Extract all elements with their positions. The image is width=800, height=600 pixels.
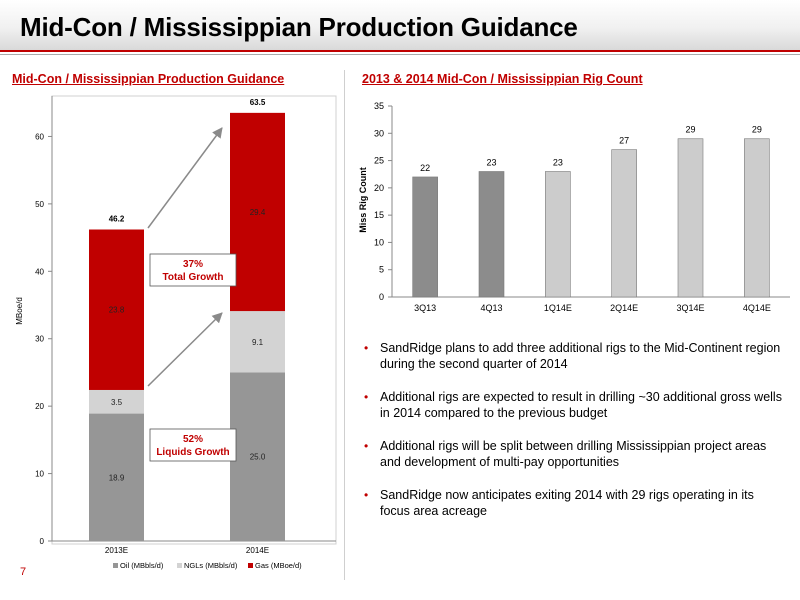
- production-y-ticks: 0 10 20 30 40 50 60: [35, 132, 52, 546]
- rig-y-tick-label: 5: [379, 265, 384, 275]
- rig-x-tick-label: 4Q13: [480, 303, 502, 313]
- rig-x-tick-label: 3Q13: [414, 303, 436, 313]
- rig-bar: [545, 171, 571, 298]
- bullet-text: Additional rigs are expected to result i…: [380, 390, 782, 420]
- rig-bar-value-label: 29: [752, 125, 762, 135]
- production-bars: 18.9 3.5 23.8 46.2 25.0 9.1 29.4 63.5: [89, 98, 285, 541]
- total-growth-box: [149, 253, 237, 287]
- legend-entry: Oil (MBbls/d): [120, 561, 164, 570]
- total-growth-line2: Total Growth: [163, 272, 224, 283]
- production-y-axis-label: MBoe/d: [15, 297, 24, 325]
- segment-value-label: 29.4: [250, 208, 266, 217]
- production-x-labels: 2013E 2014E: [105, 546, 269, 555]
- rig-x-tick-label: 4Q14E: [743, 303, 771, 313]
- production-y-tick-label: 30: [35, 335, 44, 344]
- bar-total-label: 46.2: [109, 215, 125, 224]
- rig-x-tick-label: 1Q14E: [544, 303, 572, 313]
- production-chart-title: Mid-Con / Mississippian Production Guida…: [12, 72, 285, 86]
- page-number: 7: [20, 566, 27, 578]
- rig-y-tick-label: 15: [374, 210, 384, 220]
- legend-swatch: [113, 563, 118, 568]
- segment-value-label: 23.8: [109, 306, 125, 315]
- legend-swatch: [177, 563, 182, 568]
- rig-bar: [677, 138, 704, 298]
- bullet-text: SandRidge now anticipates exiting 2014 w…: [380, 488, 754, 518]
- rig-y-tick-label: 30: [374, 128, 384, 138]
- bar-total-label: 63.5: [250, 98, 266, 107]
- total-growth-arrow: [147, 127, 223, 229]
- rig-y-tick-label: 0: [379, 292, 384, 302]
- segment-value-label: 18.9: [109, 473, 125, 482]
- rig-bar: [744, 138, 770, 298]
- production-y-tick-label: 10: [35, 470, 44, 479]
- rig-bar-value-label: 27: [619, 136, 629, 146]
- rig-y-tick-label: 25: [374, 156, 384, 166]
- production-y-tick-label: 0: [40, 537, 45, 546]
- rig-chart-title: 2013 & 2014 Mid-Con / Mississippian Rig …: [362, 72, 643, 86]
- legend-entry: NGLs (MBbls/d): [184, 561, 238, 570]
- legend-entry: Gas (MBoe/d): [255, 561, 302, 570]
- rig-bar-value-label: 23: [486, 157, 496, 167]
- production-x-tick-label: 2013E: [105, 546, 128, 555]
- ngl-segment: [230, 311, 285, 373]
- liquids-growth-arrow: [147, 312, 223, 387]
- slide-header: Mid-Con / Mississippian Production Guida…: [0, 0, 800, 62]
- panel-divider: [344, 70, 345, 580]
- rig-bar: [478, 171, 505, 298]
- rig-x-tick-label: 2Q14E: [610, 303, 638, 313]
- production-y-tick-label: 20: [35, 402, 44, 411]
- gas-segment: [89, 229, 144, 390]
- rig-y-tick-label: 10: [374, 237, 384, 247]
- rig-bar-value-label: 29: [685, 125, 695, 135]
- bullet-list: • SandRidge plans to add three additional…: [364, 340, 784, 536]
- rig-bar: [412, 176, 438, 298]
- rig-bar: [611, 149, 637, 298]
- bullet-icon: •: [364, 341, 369, 355]
- segment-value-label: 25.0: [250, 453, 266, 462]
- production-x-tick-label: 2014E: [246, 546, 269, 555]
- bullet-icon: •: [364, 390, 369, 404]
- liquids-growth-callout: 52% Liquids Growth: [149, 428, 237, 462]
- ngl-segment: [89, 389, 144, 414]
- rig-y-tick-label: 20: [374, 183, 384, 193]
- gas-segment: [230, 112, 285, 312]
- oil-segment: [230, 372, 285, 541]
- rig-bar-value-label: 22: [420, 163, 430, 173]
- rig-bars: 22 3Q13 23 4Q13 23 1Q14E 27 2Q14E 29 3Q14E 29 4Q14E: [412, 125, 771, 313]
- rig-y-ticks: 0 5 10 15 20 25 30 35: [374, 101, 392, 302]
- title-background: [0, 0, 800, 50]
- bullet-text: Additional rigs will be split between dr…: [380, 439, 767, 469]
- liquids-growth-line2: Liquids Growth: [156, 447, 229, 458]
- liquids-growth-box: [149, 428, 237, 462]
- bullet-icon: •: [364, 439, 369, 453]
- header-grey-rule: [0, 54, 800, 55]
- segment-value-label: 3.5: [111, 398, 123, 407]
- rig-y-axis-label: Miss Rig Count: [358, 167, 368, 233]
- production-chart: 0 10 20 30 40 50 60 MBoe/d 18.9 3.5 23.8 46.2 25.0…: [15, 95, 337, 570]
- total-growth-line1: 37%: [183, 259, 203, 270]
- slide-title: Mid-Con / Mississippian Production Guida…: [20, 12, 578, 42]
- rig-y-tick-label: 35: [374, 101, 384, 111]
- bullet-item: • Additional rigs will be split between d…: [364, 438, 784, 470]
- production-y-tick-label: 40: [35, 267, 44, 276]
- bullet-item: • SandRidge plans to add three additional…: [364, 340, 784, 372]
- bullet-icon: •: [364, 488, 369, 502]
- production-y-tick-label: 60: [35, 132, 44, 141]
- production-y-tick-label: 50: [35, 200, 44, 209]
- total-growth-callout: 37% Total Growth: [149, 253, 237, 287]
- rig-x-tick-label: 3Q14E: [676, 303, 704, 313]
- bullet-item: • SandRidge now anticipates exiting 2014 …: [364, 487, 784, 519]
- rig-count-chart: 0 5 10 15 20 25 30 35 Miss Rig Count 22 3Q13 23 4Q…: [358, 101, 790, 313]
- bullet-item: • Additional rigs are expected to result …: [364, 389, 784, 421]
- segment-value-label: 9.1: [252, 338, 264, 347]
- rig-bar-value-label: 23: [553, 157, 563, 167]
- bullet-text: SandRidge plans to add three additional …: [380, 341, 781, 371]
- oil-segment: [89, 413, 144, 541]
- liquids-growth-line1: 52%: [183, 434, 203, 445]
- legend-swatch: [248, 563, 253, 568]
- production-legend: Oil (MBbls/d) NGLs (MBbls/d) Gas (MBoe/d): [113, 561, 302, 570]
- header-red-rule: [0, 50, 800, 52]
